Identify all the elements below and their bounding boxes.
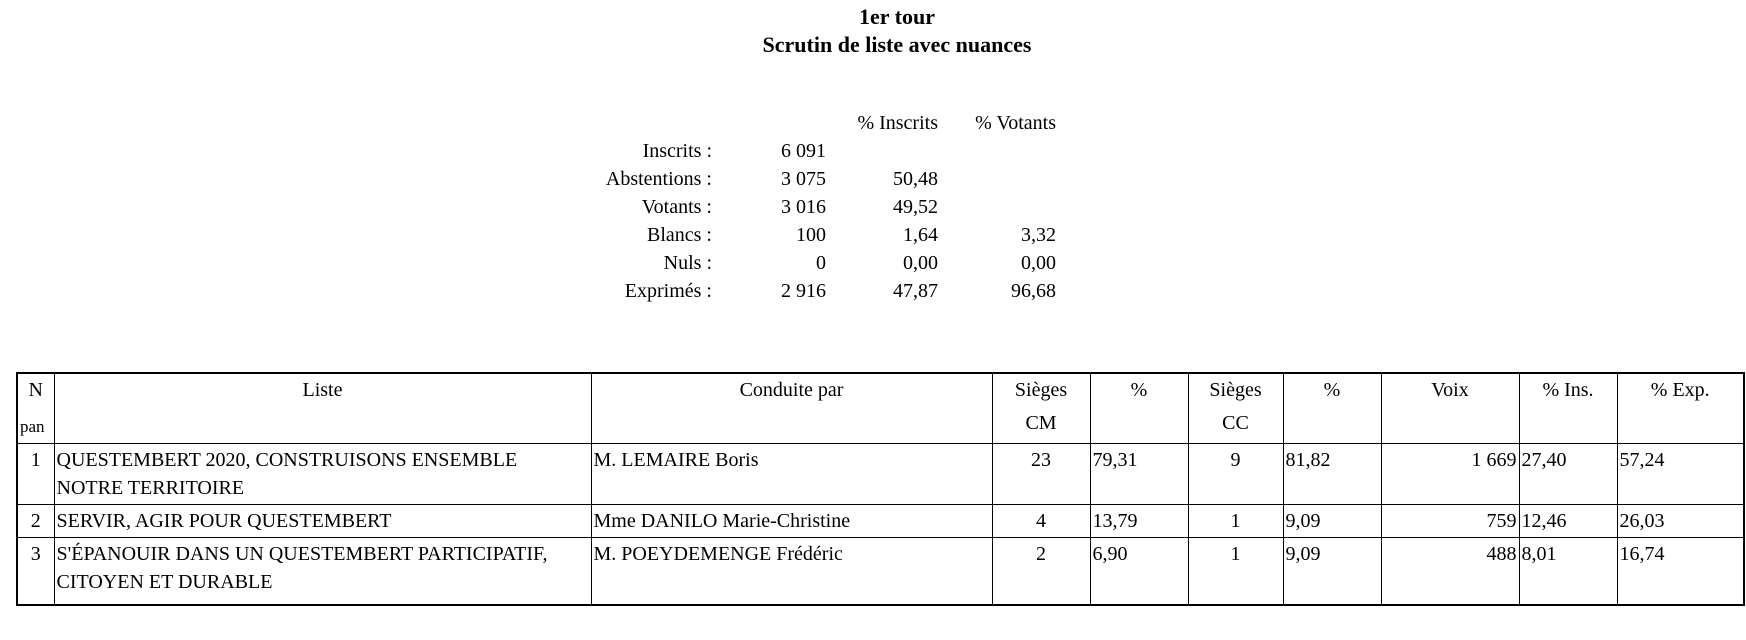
cell-pct-cm: 13,79 [1089, 504, 1189, 538]
stats-pct-votants: 0,00 [1021, 252, 1056, 274]
table-row: 3 S'ÉPANOUIR DANS UN QUESTEMBERT PARTICI… [16, 537, 1745, 605]
col-header-pct-ins: % Ins. [1518, 372, 1618, 444]
col-header-conduite-par: Conduite par [590, 372, 993, 444]
col-header-liste: Liste [53, 372, 592, 444]
cell-conduite-par: Mme DANILO Marie-Christine [590, 504, 993, 538]
cell-pct-cm: 79,31 [1089, 443, 1189, 505]
participation-stats: % Inscrits % Votants Inscrits : 6 091 Ab… [400, 109, 1056, 305]
cell-conduite-par: M. LEMAIRE Boris [590, 443, 993, 505]
stats-value: 100 [796, 224, 826, 246]
table-row: 2 SERVIR, AGIR POUR QUESTEMBERT Mme DANI… [16, 504, 1745, 538]
stats-pct-votants [938, 193, 1056, 221]
col-header-voix: Voix [1380, 372, 1520, 444]
cell-sieges-cm: 2 [991, 537, 1091, 605]
cell-num-panneau: 3 [16, 537, 55, 605]
cell-pct-ins: 12,46 [1518, 504, 1618, 538]
cell-num-panneau: 2 [16, 504, 55, 538]
cell-pct-ins: 27,40 [1518, 443, 1618, 505]
title-ballot-type-line: Scrutin de liste avec nuances [762, 32, 1032, 57]
cell-sieges-cm: 4 [991, 504, 1091, 538]
stats-pct-inscrits: 49,52 [893, 196, 938, 218]
title-round-line: 1er tour [859, 4, 935, 29]
page-title: 1er tour Scrutin de liste avec nuances [24, 3, 1746, 59]
cell-sieges-cc: 9 [1187, 443, 1284, 505]
cell-pct-ins: 8,01 [1518, 537, 1618, 605]
stats-value: 0 [816, 252, 826, 274]
cell-pct-exp: 26,03 [1616, 504, 1745, 538]
stats-pct-votants: 96,68 [1011, 280, 1056, 302]
cell-pct-cc: 81,82 [1282, 443, 1382, 505]
stats-value: 3 016 [781, 196, 826, 218]
cell-num-panneau: 1 [16, 443, 55, 505]
col-header-sieges-cc: Sièges CC [1187, 372, 1284, 444]
results-table: N pan Liste Conduite par Sièges CM % Siè… [16, 372, 1745, 606]
stats-value: 6 091 [781, 140, 826, 162]
stats-label: Exprimés : [624, 280, 712, 302]
col-header-pct-exp: % Exp. [1616, 372, 1745, 444]
cell-conduite-par: M. POEYDEMENGE Frédéric [590, 537, 993, 605]
stats-value: 3 075 [781, 168, 826, 190]
stats-pct-votants: 3,32 [1021, 224, 1056, 246]
stats-pct-votants [938, 165, 1056, 193]
cell-sieges-cc: 1 [1187, 504, 1284, 538]
stats-value: 2 916 [781, 280, 826, 302]
col-header-pct-cc: % [1282, 372, 1382, 444]
stats-label: Blancs : [647, 224, 712, 246]
col-header-pct-cm: % [1089, 372, 1189, 444]
cell-liste: SERVIR, AGIR POUR QUESTEMBERT [53, 504, 592, 538]
stats-pct-inscrits: 47,87 [893, 280, 938, 302]
stats-pct-inscrits: 50,48 [893, 168, 938, 190]
stats-header-spacer [400, 109, 712, 137]
table-row: 1 QUESTEMBERT 2020, CONSTRUISONS ENSEMBL… [16, 443, 1745, 505]
cell-pct-cc: 9,09 [1282, 504, 1382, 538]
cell-pct-exp: 16,74 [1616, 537, 1745, 605]
stats-label: Nuls : [663, 252, 712, 274]
stats-header-spacer [712, 109, 826, 137]
stats-pct-inscrits: 1,64 [903, 224, 938, 246]
stats-pct-inscrits [826, 137, 938, 165]
cell-sieges-cm: 23 [991, 443, 1091, 505]
cell-pct-exp: 57,24 [1616, 443, 1745, 505]
cell-sieges-cc: 1 [1187, 537, 1284, 605]
stats-label: Abstentions : [605, 168, 712, 190]
stats-header-pct-votants: % Votants [975, 112, 1056, 134]
col-header-num-panneau: N pan [16, 372, 55, 444]
cell-liste: QUESTEMBERT 2020, CONSTRUISONS ENSEMBLE … [53, 443, 592, 505]
participation-stats-grid: % Inscrits % Votants Inscrits : 6 091 Ab… [400, 109, 1056, 305]
stats-header-pct-inscrits: % Inscrits [857, 112, 938, 134]
cell-voix: 1 669 [1380, 443, 1520, 505]
cell-voix: 759 [1380, 504, 1520, 538]
stats-label: Inscrits : [642, 140, 712, 162]
cell-liste: S'ÉPANOUIR DANS UN QUESTEMBERT PARTICIPA… [53, 537, 592, 605]
stats-label: Votants : [641, 196, 712, 218]
results-table-header-row: N pan Liste Conduite par Sièges CM % Siè… [16, 372, 1745, 444]
stats-pct-votants [938, 137, 1056, 165]
cell-voix: 488 [1380, 537, 1520, 605]
cell-pct-cm: 6,90 [1089, 537, 1189, 605]
stats-pct-inscrits: 0,00 [903, 252, 938, 274]
col-header-sieges-cm: Sièges CM [991, 372, 1091, 444]
cell-pct-cc: 9,09 [1282, 537, 1382, 605]
